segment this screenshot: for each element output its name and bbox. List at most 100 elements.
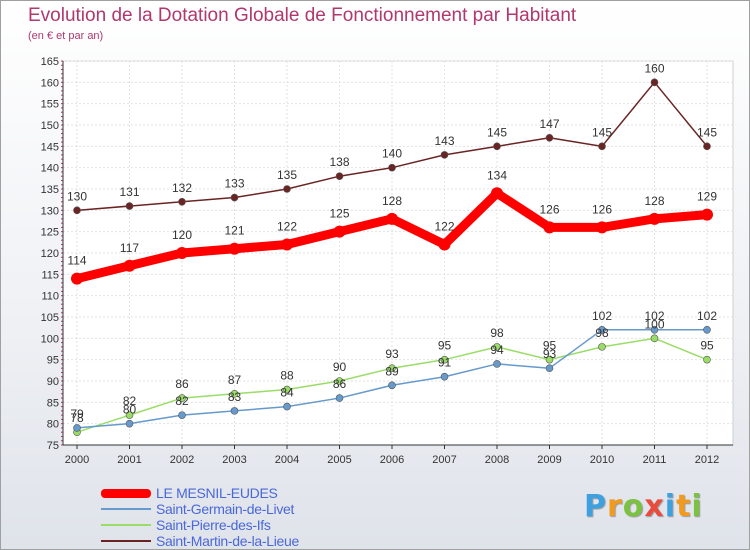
chart-title: Evolution de la Dotation Globale de Fonc…: [28, 5, 577, 26]
x-tick-label-2011: 2011: [643, 454, 667, 466]
data-label-saint-germain-de-livet-2010: 102: [592, 309, 612, 323]
y-tick-label-165: 165: [41, 56, 59, 68]
data-label-saint-martin-de-la-lieue-2006: 140: [382, 147, 402, 161]
point-le-mesnil-eudes-2006: [386, 212, 398, 225]
data-label-saint-germain-de-livet-2009: 93: [543, 347, 557, 361]
y-tick-label-145: 145: [41, 141, 59, 153]
data-label-saint-pierre-des-ifs-2004: 88: [280, 369, 294, 383]
point-le-mesnil-eudes-2000: [71, 272, 83, 285]
point-saint-martin-de-la-lieue-2007: [440, 151, 449, 159]
point-le-mesnil-eudes-2010: [596, 221, 608, 234]
y-tick-label-75: 75: [47, 440, 59, 452]
x-tick-label-2002: 2002: [170, 454, 194, 466]
point-saint-martin-de-la-lieue-2002: [178, 198, 186, 206]
x-tick-label-2000: 2000: [65, 454, 89, 466]
point-saint-pierre-des-ifs-2011: [650, 334, 659, 343]
point-saint-germain-de-livet-2012: [703, 325, 711, 334]
data-label-le-mesnil-eudes-2008: 134: [487, 168, 507, 182]
series: [71, 78, 713, 437]
data-label-saint-germain-de-livet-2006: 89: [385, 364, 399, 378]
data-label-le-mesnil-eudes-2001: 117: [120, 241, 139, 255]
point-saint-pierre-des-ifs-2008: [493, 343, 501, 351]
point-saint-germain-de-livet-2010: [598, 325, 606, 334]
point-le-mesnil-eudes-2004: [281, 238, 293, 251]
data-label-saint-martin-de-la-lieue-2001: 131: [119, 185, 139, 199]
y-tick-label-100: 100: [41, 333, 59, 345]
point-saint-martin-de-la-lieue-2006: [388, 163, 396, 172]
y-tick-label-120: 120: [41, 248, 59, 260]
point-le-mesnil-eudes-2005: [333, 225, 346, 238]
x-tick-label-2001: 2001: [117, 454, 141, 466]
data-label-le-mesnil-eudes-2011: 128: [644, 194, 664, 208]
data-label-saint-martin-de-la-lieue-2009: 147: [539, 117, 559, 131]
point-saint-martin-de-la-lieue-2001: [125, 202, 134, 210]
data-label-le-mesnil-eudes-2009: 126: [539, 202, 559, 216]
x-tick-label-2004: 2004: [275, 454, 299, 466]
data-label-saint-martin-de-la-lieue-2003: 133: [224, 177, 244, 191]
data-label-le-mesnil-eudes-2007: 122: [434, 219, 454, 233]
legend-item-le-mesnil-eudes: LE MESNIL-EUDES: [101, 485, 299, 501]
y-tick-label-105: 105: [41, 312, 59, 324]
point-saint-pierre-des-ifs-2010: [598, 343, 606, 351]
point-saint-pierre-des-ifs-2003: [230, 389, 239, 398]
data-label-saint-germain-de-livet-2005: 86: [333, 377, 347, 391]
legend-label-saint-pierre-des-ifs: Saint-Pierre-des-Ifs: [156, 517, 271, 533]
point-saint-germain-de-livet-2011: [650, 325, 659, 334]
data-label-saint-germain-de-livet-2012: 102: [697, 309, 717, 323]
point-saint-germain-de-livet-2000: [73, 424, 81, 432]
proxiti-logo: Proxiti: [584, 489, 703, 524]
data-label-saint-pierre-des-ifs-2000: 78: [70, 411, 84, 425]
point-saint-pierre-des-ifs-2005: [335, 377, 344, 385]
data-label-saint-pierre-des-ifs-2011: 100: [644, 317, 664, 331]
x-tick-label-2010: 2010: [590, 454, 614, 466]
data-label-saint-martin-de-la-lieue-2005: 138: [329, 155, 349, 169]
data-label-le-mesnil-eudes-2006: 128: [382, 194, 402, 208]
point-saint-pierre-des-ifs-2004: [283, 385, 291, 394]
point-saint-germain-de-livet-2006: [388, 381, 396, 390]
legend-label-le-mesnil-eudes: LE MESNIL-EUDES: [156, 485, 278, 501]
x-tick-label-2009: 2009: [537, 454, 561, 466]
data-label-le-mesnil-eudes-2010: 126: [592, 202, 612, 216]
data-label-le-mesnil-eudes-2002: 120: [172, 228, 192, 242]
legend-item-saint-germain-de-livet: Saint-Germain-de-Livet: [101, 501, 299, 517]
point-saint-germain-de-livet-2007: [440, 372, 449, 381]
y-tick-label-135: 135: [41, 184, 59, 196]
point-saint-pierre-des-ifs-2012: [703, 355, 711, 364]
data-label-saint-germain-de-livet-2003: 83: [228, 390, 242, 404]
point-saint-martin-de-la-lieue-2000: [73, 206, 81, 215]
point-le-mesnil-eudes-2001: [123, 259, 136, 272]
y-tick-label-130: 130: [41, 205, 59, 217]
point-saint-martin-de-la-lieue-2003: [230, 193, 239, 202]
data-label-saint-pierre-des-ifs-2012: 95: [700, 339, 714, 353]
point-saint-pierre-des-ifs-2009: [545, 355, 554, 364]
x-tick-label-2012: 2012: [695, 454, 719, 466]
data-label-le-mesnil-eudes-2005: 125: [329, 207, 349, 221]
data-label-saint-germain-de-livet-2001: 80: [123, 403, 137, 417]
data-label-saint-pierre-des-ifs-2003: 87: [228, 373, 242, 387]
data-label-saint-germain-de-livet-2007: 91: [438, 356, 452, 370]
point-saint-germain-de-livet-2008: [493, 360, 501, 368]
data-label-saint-martin-de-la-lieue-2012: 145: [697, 125, 717, 139]
point-saint-martin-de-la-lieue-2008: [493, 142, 501, 151]
data-label-saint-martin-de-la-lieue-2010: 145: [592, 125, 612, 139]
x-tick-label-2003: 2003: [222, 454, 246, 466]
data-label-saint-martin-de-la-lieue-2008: 145: [487, 125, 507, 139]
x-tick-label-2007: 2007: [432, 454, 456, 466]
y-tick-label-150: 150: [41, 120, 59, 132]
point-saint-pierre-des-ifs-2007: [440, 355, 449, 364]
x-tick-label-2005: 2005: [327, 454, 351, 466]
point-saint-martin-de-la-lieue-2005: [335, 172, 344, 180]
data-label-saint-pierre-des-ifs-2009: 95: [543, 339, 557, 353]
data-label-saint-germain-de-livet-2004: 84: [280, 386, 294, 400]
legend-item-saint-martin-de-la-lieue: Saint-Martin-de-la-Lieue: [101, 533, 299, 549]
data-label-saint-pierre-des-ifs-2005: 90: [333, 360, 347, 374]
y-tick-label-95: 95: [47, 355, 59, 367]
data-label-saint-martin-de-la-lieue-2002: 132: [172, 181, 192, 195]
legend-swatch-saint-germain-de-livet: [101, 508, 151, 510]
point-le-mesnil-eudes-2009: [543, 221, 556, 234]
point-saint-germain-de-livet-2004: [283, 402, 291, 411]
data-label-saint-pierre-des-ifs-2010: 98: [595, 326, 609, 340]
data-label-saint-pierre-des-ifs-2001: 82: [123, 394, 137, 408]
